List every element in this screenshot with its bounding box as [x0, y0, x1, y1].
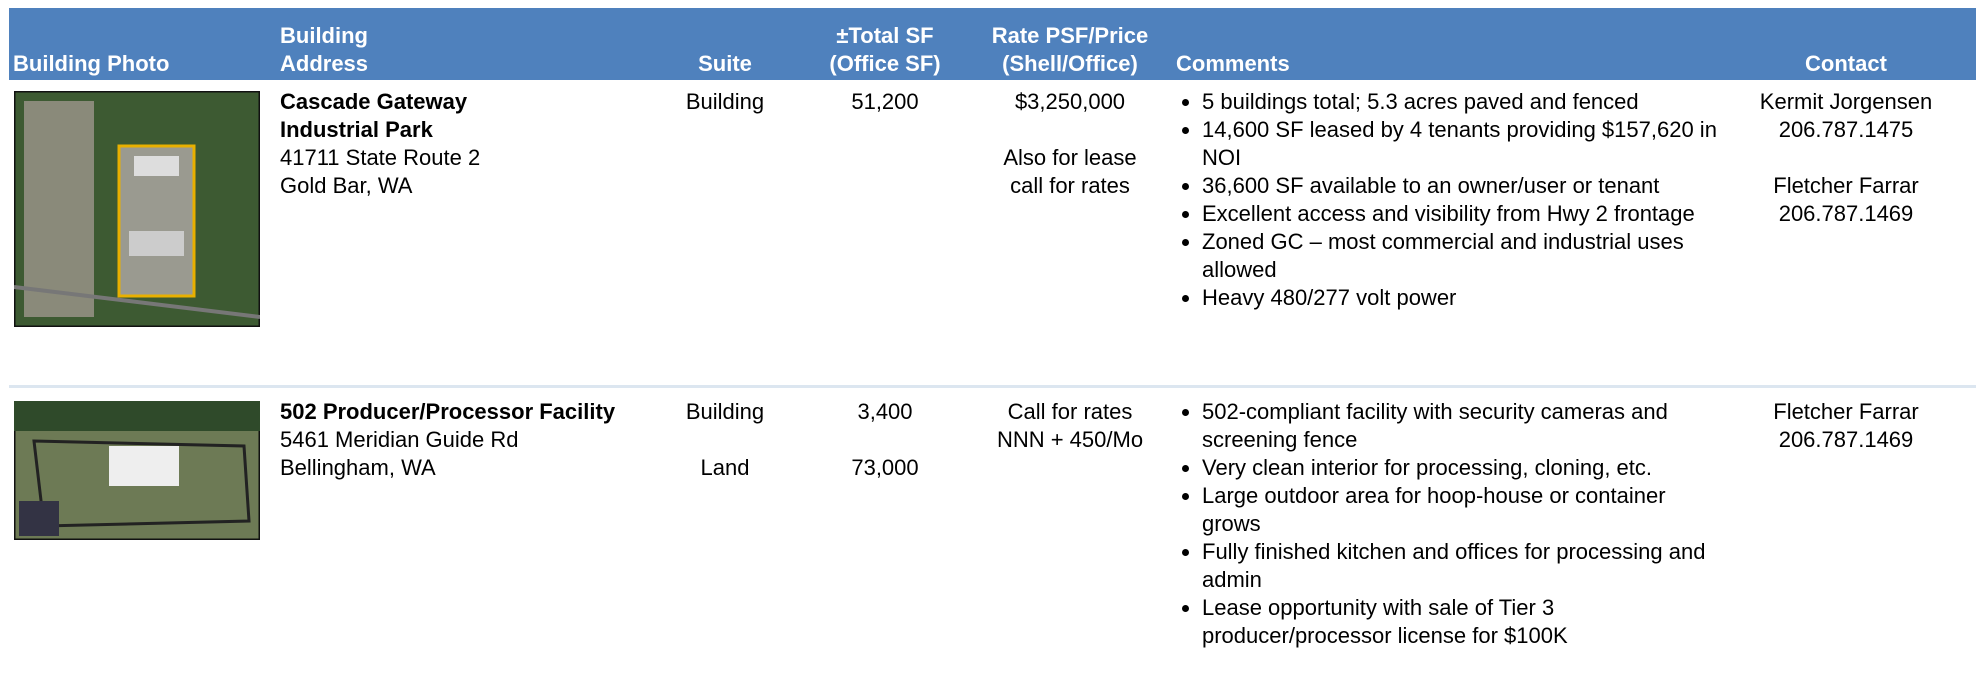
sf-cell: 3,400 73,000 — [805, 398, 965, 482]
header-cell: Suite — [645, 50, 805, 78]
building-photo — [14, 91, 260, 327]
cell-text: Also for lease — [980, 144, 1160, 172]
comment: Lease opportunity with sale of Tier 3 pr… — [1202, 594, 1722, 650]
address-line: 41711 State Route 2 — [280, 144, 640, 172]
cell-text: 206.787.1475 — [1746, 116, 1946, 144]
suite-cell: Building Land — [645, 398, 805, 482]
cell-text: Kermit Jorgensen — [1746, 88, 1946, 116]
cell-text: call for rates — [980, 172, 1160, 200]
header-text: Contact — [1746, 50, 1946, 78]
header-cell: Comments — [1176, 50, 1676, 78]
spacer — [805, 426, 965, 454]
listing-page: Building PhotoBuildingAddressSuite±Total… — [0, 0, 1983, 673]
comment: Fully finished kitchen and offices for p… — [1202, 538, 1722, 594]
comment: 502-compliant facility with security cam… — [1202, 398, 1722, 454]
cell-text: Call for rates — [980, 398, 1160, 426]
spacer — [645, 426, 805, 454]
cell-text: Building — [645, 398, 805, 426]
cell-text: Land — [645, 454, 805, 482]
address-line: Bellingham, WA — [280, 454, 640, 482]
cell-text: 206.787.1469 — [1746, 200, 1946, 228]
building-photo — [14, 401, 260, 540]
cell-text: 206.787.1469 — [1746, 426, 1946, 454]
header-text: Rate PSF/Price — [980, 22, 1160, 50]
comment: 14,600 SF leased by 4 tenants providing … — [1202, 116, 1722, 172]
header-text: Suite — [645, 50, 805, 78]
building-name: Industrial Park — [280, 116, 640, 144]
address-line: 5461 Meridian Guide Rd — [280, 426, 640, 454]
header-text: Building Photo — [13, 50, 263, 78]
header-text: Address — [280, 50, 580, 78]
comments-list: 502-compliant facility with security cam… — [1176, 398, 1722, 650]
comment: Zoned GC – most commercial and industria… — [1202, 228, 1722, 284]
suite-cell: Building — [645, 88, 805, 116]
comment: 36,600 SF available to an owner/user or … — [1202, 172, 1722, 200]
cell-text: 3,400 — [805, 398, 965, 426]
comment: Excellent access and visibility from Hwy… — [1202, 200, 1722, 228]
cell-text: 51,200 — [805, 88, 965, 116]
cell-text: 73,000 — [805, 454, 965, 482]
cell-text: $3,250,000 — [980, 88, 1160, 116]
building-name: 502 Producer/Processor Facility — [280, 398, 640, 426]
cell-text: Fletcher Farrar — [1746, 398, 1946, 426]
header-cell: Rate PSF/Price(Shell/Office) — [980, 22, 1160, 78]
row-separator — [9, 385, 1976, 388]
comments-list: 5 buildings total; 5.3 acres paved and f… — [1176, 88, 1722, 312]
spacer — [980, 116, 1160, 144]
header-text: Building — [280, 22, 580, 50]
building-name: Cascade Gateway — [280, 88, 640, 116]
header-text: (Office SF) — [805, 50, 965, 78]
sf-cell: 51,200 — [805, 88, 965, 116]
comment: Heavy 480/277 volt power — [1202, 284, 1722, 312]
header-text: (Shell/Office) — [980, 50, 1160, 78]
header-cell: ±Total SF(Office SF) — [805, 22, 965, 78]
cell-text: Fletcher Farrar — [1746, 172, 1946, 200]
header-cell: Contact — [1746, 50, 1946, 78]
cell-text: Building — [645, 88, 805, 116]
spacer — [1746, 144, 1946, 172]
header-text: Comments — [1176, 50, 1676, 78]
comment: 5 buildings total; 5.3 acres paved and f… — [1202, 88, 1722, 116]
address-line: Gold Bar, WA — [280, 172, 640, 200]
comment: Very clean interior for processing, clon… — [1202, 454, 1722, 482]
cell-text: NNN + 450/Mo — [980, 426, 1160, 454]
header-text: ±Total SF — [805, 22, 965, 50]
comment: Large outdoor area for hoop-house or con… — [1202, 482, 1722, 538]
header-cell: Building Photo — [13, 50, 263, 78]
